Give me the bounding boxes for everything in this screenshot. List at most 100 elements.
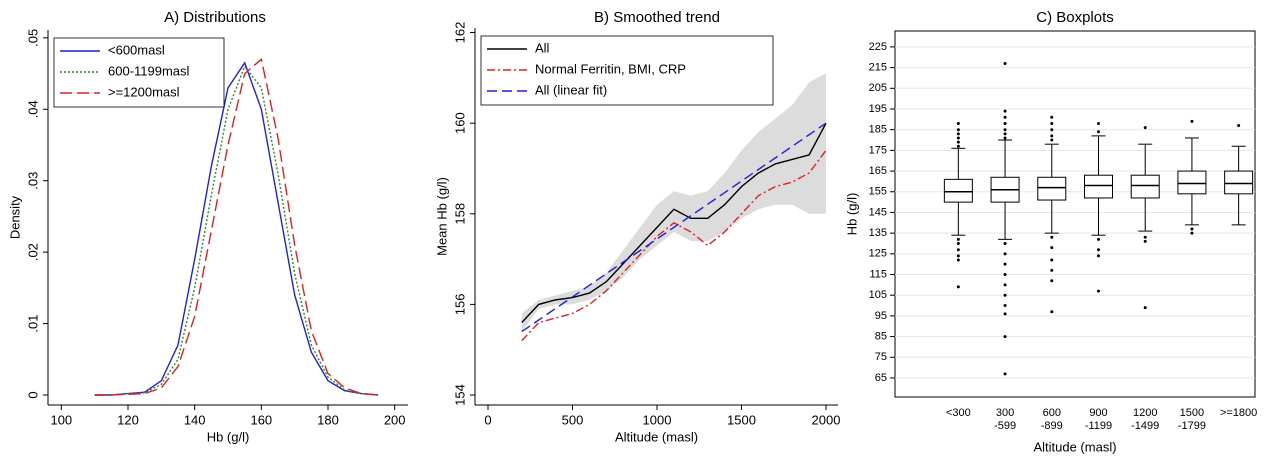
x-tick-label: 1200 [1133, 407, 1157, 419]
x-tick-label: -1199 [1085, 420, 1112, 432]
y-tick-label: 115 [869, 268, 887, 280]
legend-box [480, 35, 774, 106]
outlier [956, 241, 960, 245]
outlier [1003, 252, 1007, 256]
outlier [1097, 289, 1100, 293]
panel-title: C) Boxplots [1036, 9, 1114, 26]
outlier [956, 121, 960, 125]
y-tick-label: 155 [869, 186, 887, 198]
outlier [1003, 372, 1007, 376]
y-axis-label: Hb (g/l) [844, 193, 859, 236]
outlier [1003, 115, 1007, 119]
outlier [1050, 310, 1054, 314]
y-tick-label: 158 [452, 203, 467, 225]
boxplot [1177, 119, 1207, 235]
outlier [1003, 304, 1007, 308]
outlier [1190, 119, 1194, 123]
x-tick-label: -599 [994, 420, 1016, 432]
outlier [1003, 335, 1007, 339]
x-tick-label: -1799 [1178, 420, 1206, 432]
confidence-band [521, 73, 827, 332]
x-tick-label: 1000 [643, 412, 672, 427]
legend-box [53, 37, 225, 108]
x-tick-label: 500 [562, 412, 584, 427]
x-tick-label: <300 [946, 407, 971, 419]
y-tick-label: .04 [25, 100, 40, 118]
outlier [1050, 258, 1054, 262]
y-tick-label: 105 [869, 289, 887, 301]
x-tick-label: >=1800 [1220, 407, 1257, 419]
outlier [956, 144, 960, 148]
outlier [1003, 109, 1007, 113]
boxplot [1037, 115, 1067, 314]
y-tick-label: 225 [869, 41, 887, 53]
y-tick-label: .05 [25, 29, 40, 47]
box [1130, 174, 1160, 199]
x-tick-label: 1500 [727, 412, 756, 427]
outlier [1003, 128, 1007, 132]
x-tick-label: 200 [384, 412, 406, 427]
outlier [1143, 235, 1147, 239]
boxplot [1084, 121, 1113, 293]
y-tick-label: 154 [452, 384, 467, 406]
y-tick-label: 185 [869, 124, 887, 136]
y-tick-label: 215 [869, 62, 887, 74]
outlier [1190, 231, 1194, 235]
x-tick-label: 600 [1043, 407, 1061, 419]
plot-frame [894, 30, 1256, 398]
outlier [956, 237, 960, 241]
outlier [1190, 227, 1194, 231]
outlier [1097, 130, 1100, 134]
outlier [956, 285, 960, 289]
x-tick-label: 140 [184, 412, 206, 427]
x-axis-label: Hb (g/l) [207, 429, 250, 444]
outlier [956, 258, 960, 262]
outlier [1097, 121, 1100, 125]
outlier [956, 254, 960, 258]
y-tick-label: .02 [25, 243, 40, 261]
outlier [956, 140, 960, 144]
y-tick-label: 156 [452, 294, 467, 316]
x-tick-label: 100 [50, 412, 72, 427]
series-line [94, 61, 379, 396]
outlier [1003, 273, 1007, 277]
outlier [1003, 293, 1007, 297]
outlier [1143, 306, 1147, 310]
outlier [1003, 241, 1007, 245]
y-tick-label: 0 [25, 391, 40, 398]
outlier [1050, 279, 1054, 283]
outlier [956, 128, 960, 132]
outlier [1050, 134, 1054, 138]
y-tick-label: 125 [869, 248, 887, 260]
x-tick-label: -1499 [1131, 420, 1159, 432]
y-tick-label: .01 [25, 315, 40, 333]
box [943, 178, 973, 203]
y-tick-label: 95 [875, 310, 887, 322]
outlier [1003, 136, 1007, 140]
y-tick-label: 162 [452, 22, 467, 44]
y-axis-label: Density [7, 195, 22, 239]
outlier [1050, 235, 1054, 239]
y-tick-label: 65 [875, 372, 887, 384]
box [1224, 170, 1254, 195]
x-axis-label: Altitude (masl) [1033, 439, 1116, 454]
legend-label: Normal Ferritin, BMI, CRP [535, 61, 686, 76]
outlier [1003, 283, 1007, 287]
y-tick-label: 195 [869, 103, 887, 115]
y-tick-label: 175 [869, 144, 887, 156]
outlier [1050, 138, 1054, 142]
outlier [1050, 128, 1054, 132]
outlier [956, 132, 960, 136]
x-tick-label: 180 [317, 412, 339, 427]
series-line [521, 149, 827, 342]
outlier [1097, 254, 1100, 258]
x-tick-label: 0 [484, 412, 491, 427]
box [1177, 170, 1207, 195]
series-line [521, 122, 827, 333]
y-tick-label: 205 [869, 82, 887, 94]
boxplot [990, 61, 1020, 376]
box [1037, 176, 1067, 201]
outlier [1003, 121, 1007, 125]
boxplot [1224, 124, 1254, 226]
